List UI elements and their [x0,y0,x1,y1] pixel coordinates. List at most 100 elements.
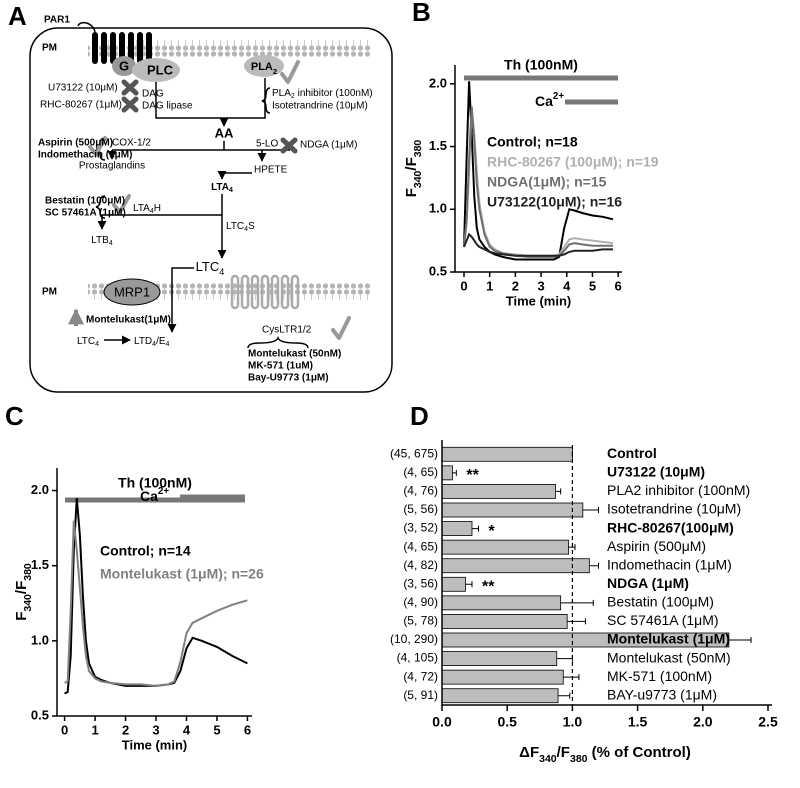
text-part: 340 [22,594,34,612]
n-label: (4, 90) [403,595,438,609]
category-label: Montelukast (1μM) [607,631,730,647]
diagram-label: LTD4/E4 [134,336,170,349]
text-part: inhibitor (100nM) [295,88,373,99]
diagram-label: MK-571 (1uM) [248,361,313,372]
diagram-label: NDGA (1μM) [300,140,357,151]
bar [441,558,590,574]
text-part: LTB [91,235,109,246]
text-part: 4 [95,341,99,348]
category-label: Indomethacin (1μM) [607,556,732,572]
treatment-label: Th (100nM) [504,57,578,73]
text-part: 2+ [553,91,564,102]
membrane [88,40,372,57]
diagram-label: Montelukast (50nM) [248,349,341,360]
text-part: /F [557,744,570,761]
text-part: S [248,221,255,232]
diagram-label: COX-1/2 [112,138,151,149]
x-tick-label: 5 [213,722,220,737]
x-tick-label: 0.5 [497,714,517,730]
text-part: LTC [196,259,220,274]
diagram-label: DAG [142,89,164,100]
text-part: /E [156,336,166,347]
text-part: H [154,203,161,214]
text-part: LTD [134,336,152,347]
n-label: (3, 56) [403,576,438,590]
text-part: F [403,188,420,197]
n-label: (3, 52) [403,521,438,535]
text-part: LTA [133,203,150,214]
y-tick-label: 1.0 [31,632,49,647]
diagram-label: Bay-U9773 (1μM) [248,373,329,384]
error-bar [471,525,480,532]
text-part: 4 [244,226,248,233]
bar [441,502,584,518]
diagram-label: Indomethacin (1μM) [38,150,132,161]
significance-label: ** [482,579,495,596]
inhibition-marks [121,79,298,154]
bar [441,614,568,629]
error-bar [563,674,580,681]
text-part: /F [403,157,420,170]
diagram-label: LTC4 [77,336,99,349]
bar [441,595,562,611]
x-tick-label: 3 [152,722,159,737]
text-part: 4 [229,187,233,194]
diagram-label: HPETE [254,165,288,176]
bar [441,521,473,536]
x-tick-label: 3 [537,278,544,293]
category-label: PLA2 inhibitor (100nM) [607,482,750,498]
diagram-label: LTC4S [226,221,255,234]
panel-frame [29,27,393,393]
x-tick-label: 0 [460,278,467,293]
plc-enzyme [132,58,180,82]
diagram-label: G [119,58,129,73]
text-part: 2 [273,67,277,76]
n-label: (5, 56) [403,502,438,516]
text-part: 2 [291,93,295,100]
diagram-label: LTB4 [91,235,113,248]
y-tick-label: 0.5 [31,707,49,722]
x-tick-label: 4 [183,722,191,737]
text-part: F [13,612,30,621]
x-tick-label: 5 [589,278,596,293]
text-part: 4 [150,208,154,215]
text-part: LTA [211,182,229,193]
n-label: (5, 78) [403,614,438,628]
text-part: PLA [272,88,291,99]
x-tick-label: 4 [563,278,571,293]
text-part: Ca [140,488,158,504]
y-axis-title: F340/F380 [13,563,34,621]
n-label: (4, 72) [403,669,438,683]
text-part: 380 [570,753,588,765]
error-bar [452,469,457,476]
axis [441,440,772,706]
x-tick-label: 2 [512,278,519,293]
n-label: (4, 65) [403,465,438,479]
diagram-label: Aspirin (500μM) [38,138,113,149]
diagram-label: PAR1 [44,15,70,26]
category-label: NDGA (1μM) [607,575,689,591]
text-part: 380 [412,140,424,158]
text-part: 4 [109,240,113,247]
n-label: (4, 65) [403,539,438,553]
diagram-label: PLA2 [251,61,277,76]
cysltr-receptor [230,274,300,310]
significance-label: * [489,523,496,540]
bar [441,669,564,685]
y-tick-label: 0.5 [429,263,447,278]
x-tick-label: 2 [122,722,129,737]
x-tick-label: 1 [486,278,493,293]
diagram-label: RHC-80267 (1μM) [40,100,122,111]
n-label: (4, 105) [397,651,438,665]
diagram-label: SC 57461A (1μM) [45,208,126,219]
error-bar [568,544,576,551]
diagram-label: DAG lipase [142,101,193,112]
error-bar [589,562,599,569]
category-label: Montelukast (50nM) [607,649,731,665]
text-part: LTC [226,221,244,232]
text-part: PLA [251,61,273,73]
x-tick-label: 1 [91,722,98,737]
text-part: 4 [219,267,224,277]
x-tick-label: 2.0 [693,714,713,730]
x-tick-label: 6 [244,722,251,737]
